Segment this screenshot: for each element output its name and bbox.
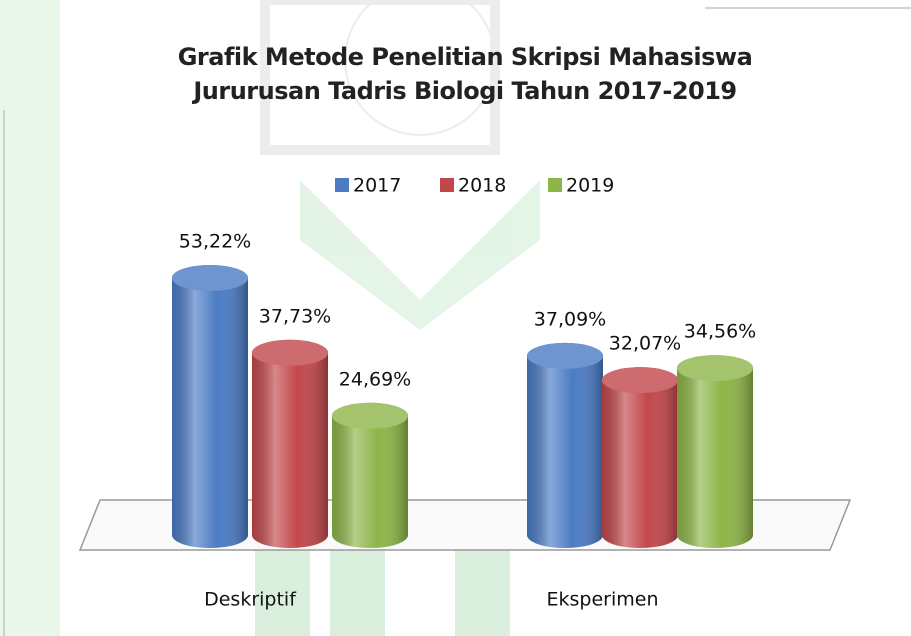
data-label: 24,69%: [339, 368, 411, 390]
chart-title: Grafik Metode Penelitian Skripsi Mahasis…: [177, 43, 753, 105]
bar-top-highlight: [332, 402, 408, 429]
bar-top-highlight: [172, 265, 248, 291]
bar-shading: [527, 342, 603, 548]
legend-label: 2017: [353, 175, 401, 197]
bar-shading: [252, 339, 328, 548]
bar-top: [602, 367, 678, 394]
legend-swatch: [440, 178, 454, 192]
bar-shading: [677, 355, 753, 548]
legend-label: 2018: [458, 175, 506, 197]
bar-top: [527, 342, 603, 369]
bar-shading: [332, 402, 408, 548]
bar-top: [252, 339, 328, 366]
legend-label: 2019: [566, 175, 614, 197]
bar-top: [172, 265, 248, 291]
bar-shading: [602, 367, 678, 548]
bar-top-highlight: [602, 367, 678, 394]
data-label: 32,07%: [609, 333, 681, 355]
legend-swatch: [335, 178, 349, 192]
bar-top-highlight: [527, 342, 603, 369]
data-label: 53,22%: [179, 231, 251, 253]
data-label: 34,56%: [684, 321, 756, 343]
bar-top: [677, 355, 753, 382]
x-tick-label: Deskriptif: [204, 589, 297, 611]
data-label: 37,09%: [534, 308, 606, 330]
legend-swatch: [548, 178, 562, 192]
bar-top: [332, 402, 408, 429]
x-tick-label: Eksperimen: [547, 589, 659, 611]
data-label: 37,73%: [259, 305, 331, 327]
bar-top-highlight: [252, 339, 328, 366]
bar-top-highlight: [677, 355, 753, 382]
bar-shading: [172, 265, 248, 548]
